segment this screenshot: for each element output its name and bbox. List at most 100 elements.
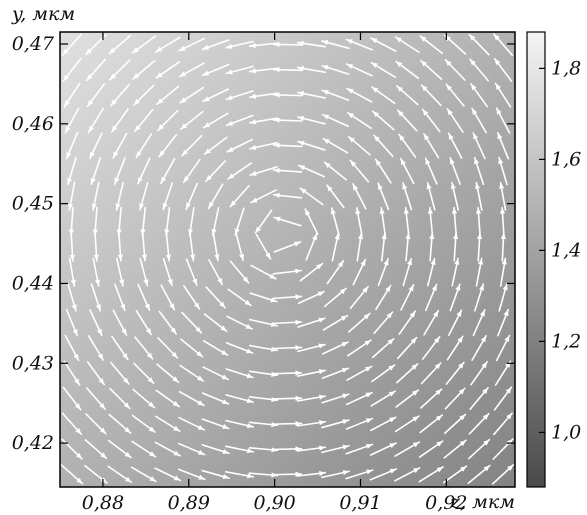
field-arrow-head <box>402 182 408 190</box>
field-arrow-head <box>246 398 254 404</box>
field-arrow-head <box>297 116 305 122</box>
field-arrow <box>473 156 485 186</box>
x-tick-label: 0,91 <box>339 492 381 514</box>
field-arrow-head <box>98 378 105 385</box>
field-arrow <box>321 89 350 101</box>
field-arrow-head <box>179 45 186 51</box>
field-arrow <box>178 416 206 431</box>
field-arrow-head <box>196 351 203 357</box>
field-arrow-head <box>180 123 188 130</box>
field-arrow <box>297 140 326 151</box>
field-arrow <box>225 342 254 354</box>
field-arrow-head <box>323 138 330 144</box>
field-arrow-head <box>273 167 280 174</box>
field-arrow <box>165 232 172 262</box>
field-arrow-head <box>90 177 96 185</box>
x-tick-label: 0,88 <box>82 492 124 514</box>
field-arrow-head <box>326 185 333 192</box>
field-arrow-head <box>295 395 302 401</box>
field-arrow-head <box>273 192 280 199</box>
field-arrow <box>273 216 302 227</box>
field-arrow-head <box>145 328 152 335</box>
field-arrow <box>225 114 254 127</box>
field-arrow <box>394 415 420 433</box>
field-arrow-head <box>219 301 226 308</box>
field-arrow <box>472 132 486 160</box>
field-arrow <box>181 134 203 157</box>
field-arrow-head <box>503 309 509 317</box>
field-arrow <box>444 59 466 81</box>
field-arrow-head <box>495 83 501 90</box>
field-arrow-head <box>160 176 167 184</box>
x-tick-label: 0,90 <box>253 492 295 514</box>
field-arrow-head <box>64 100 70 107</box>
field-arrow <box>272 192 303 199</box>
field-arrow-head <box>295 446 302 452</box>
field-arrow-head <box>501 258 507 265</box>
field-arrow <box>226 315 253 330</box>
field-arrow-head <box>371 87 379 93</box>
field-arrow-head <box>365 418 373 424</box>
field-arrow-head <box>460 466 467 472</box>
field-arrow-head <box>198 474 205 480</box>
field-arrow-head <box>504 335 510 343</box>
field-arrow <box>372 337 395 359</box>
field-arrow-head <box>139 203 145 210</box>
x-axis-label: z, мкм <box>449 491 515 513</box>
field-arrow <box>225 445 255 454</box>
field-arrow <box>132 60 156 80</box>
field-arrow-head <box>481 361 488 369</box>
field-arrow <box>345 63 373 77</box>
field-arrow <box>249 292 278 303</box>
field-arrow-head <box>136 151 142 158</box>
field-arrow-head <box>371 62 378 69</box>
field-arrow <box>62 386 82 411</box>
field-arrow <box>202 366 230 381</box>
field-arrow <box>162 182 174 211</box>
field-arrow-head <box>67 177 73 185</box>
field-arrow-head <box>346 39 353 45</box>
field-arrow <box>451 206 458 237</box>
field-arrow-head <box>411 363 418 370</box>
field-arrow <box>321 419 350 429</box>
field-arrow-head <box>445 59 452 66</box>
y-axis-label: y, мкм <box>11 3 75 25</box>
field-arrow-head <box>506 439 513 446</box>
field-arrow-head <box>297 91 305 97</box>
field-arrow <box>272 446 303 452</box>
arrow-field <box>60 33 515 485</box>
field-arrow <box>296 394 327 402</box>
field-arrow-head <box>319 445 326 451</box>
field-arrow <box>248 344 279 352</box>
field-arrow <box>427 206 434 237</box>
field-arrow <box>296 420 327 427</box>
field-arrow-head <box>246 423 254 429</box>
field-arrow-head <box>355 207 361 215</box>
field-arrow <box>86 83 106 108</box>
field-arrow <box>296 40 327 48</box>
field-arrow-head <box>365 366 372 372</box>
field-arrow-head <box>312 233 317 241</box>
field-arrow <box>373 311 394 335</box>
field-arrow <box>178 442 206 456</box>
plot-background <box>60 32 515 487</box>
field-arrow-head <box>420 36 427 42</box>
field-arrow <box>320 470 350 479</box>
field-arrow-head <box>295 345 302 351</box>
field-arrow-head <box>76 477 83 484</box>
field-arrow-head <box>249 42 256 49</box>
field-arrow-head <box>497 132 503 140</box>
field-arrow <box>115 181 124 211</box>
field-arrow-head <box>157 124 164 131</box>
field-arrow-head <box>187 229 194 236</box>
field-arrow <box>330 207 340 236</box>
field-arrow-head <box>409 311 416 318</box>
field-arrow <box>133 362 155 385</box>
field-arrow-head <box>295 319 302 325</box>
field-arrow-head <box>222 474 230 480</box>
field-arrow <box>201 418 230 430</box>
field-arrow <box>346 365 373 381</box>
field-arrow-head <box>319 470 326 477</box>
field-arrow-head <box>397 110 404 117</box>
field-arrow <box>497 308 509 337</box>
